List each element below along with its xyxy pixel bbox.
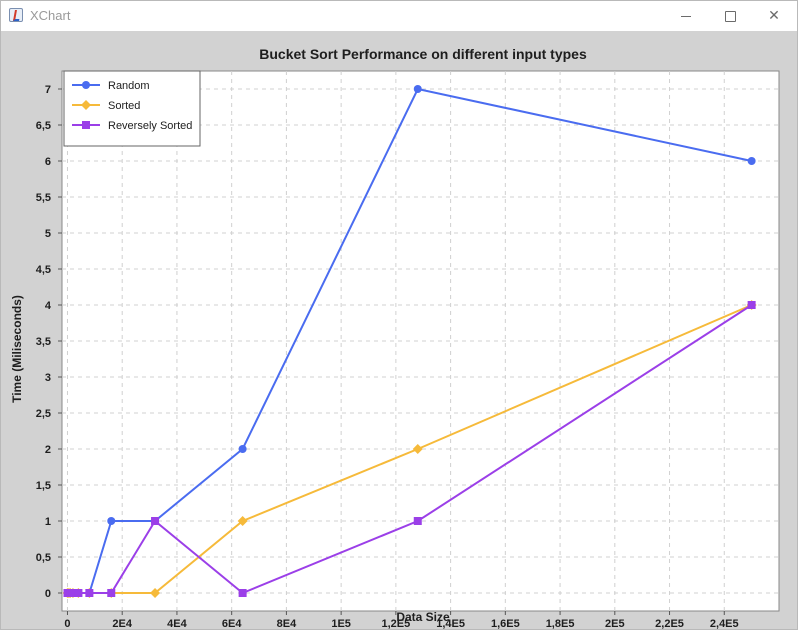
data-point-sorted <box>150 588 161 598</box>
y-tick-label: 6 <box>45 156 51 168</box>
data-point-reversely-sorted <box>74 589 83 597</box>
data-point-reversely-sorted <box>151 517 160 525</box>
data-point-random <box>238 445 247 453</box>
data-point-random <box>413 85 422 93</box>
legend-item-random: Random <box>72 80 150 92</box>
y-tick-label: 5,5 <box>36 192 51 204</box>
data-point-random <box>747 157 756 165</box>
x-tick-label: 0 <box>64 618 70 629</box>
window-title: XChart <box>30 8 71 23</box>
y-tick-label: 5 <box>45 228 51 240</box>
data-point-reversely-sorted <box>107 589 116 597</box>
x-tick-label: 2,4E5 <box>710 618 739 629</box>
x-tick-label: 2E4 <box>112 618 132 629</box>
y-axis-title: Time (Miliseconds) <box>10 295 24 403</box>
minimize-icon <box>681 15 691 17</box>
y-tick-label: 0,5 <box>36 552 51 564</box>
data-point-reversely-sorted <box>747 301 756 309</box>
maximize-button[interactable] <box>707 1 753 31</box>
y-tick-label: 2,5 <box>36 408 51 420</box>
x-tick-label: 2,2E5 <box>655 618 684 629</box>
line-chart: Bucket Sort Performance on different inp… <box>10 46 780 629</box>
x-tick-label: 1,4E5 <box>436 618 465 629</box>
x-tick-label: 6E4 <box>222 618 242 629</box>
close-button[interactable]: ✕ <box>751 1 797 31</box>
y-tick-label: 4 <box>45 300 52 312</box>
legend: Random Sorted Reversely Sorted <box>63 70 201 147</box>
axis-ticks: 0 2E4 4E4 6E4 8E4 1E5 1,2E5 1,4E5 1,6E5 1,8E5 2E5 2… <box>36 84 739 629</box>
data-point-random <box>107 517 116 525</box>
x-tick-label: 1,6E5 <box>491 618 520 629</box>
legend-marker-sorted <box>81 100 91 110</box>
y-tick-label: 0 <box>45 588 51 600</box>
y-tick-label: 2 <box>45 444 51 456</box>
minimize-button[interactable] <box>663 1 709 31</box>
series-group <box>62 85 757 598</box>
x-tick-label: 2E5 <box>605 618 625 629</box>
x-tick-label: 1,2E5 <box>381 618 410 629</box>
y-tick-label: 3,5 <box>36 336 51 348</box>
title-bar[interactable]: XChart ✕ <box>1 1 797 31</box>
data-point-reversely-sorted <box>413 517 422 525</box>
y-tick-label: 7 <box>45 84 51 96</box>
legend-marker-random <box>82 81 90 89</box>
java-app-icon <box>9 8 23 22</box>
x-tick-label: 4E4 <box>167 618 187 629</box>
data-point-reversely-sorted <box>85 589 94 597</box>
maximize-icon <box>724 10 736 22</box>
legend-item-reversely-sorted: Reversely Sorted <box>72 120 192 132</box>
chart-panel: Bucket Sort Performance on different inp… <box>1 31 797 629</box>
y-tick-label: 1,5 <box>36 480 51 492</box>
series-reversely-sorted <box>63 301 756 597</box>
x-axis-title: Data Size <box>396 610 450 624</box>
legend-label-sorted: Sorted <box>108 100 140 112</box>
y-tick-label: 6,5 <box>36 120 51 132</box>
data-point-sorted <box>412 444 423 454</box>
legend-marker-reversely-sorted <box>82 121 90 129</box>
y-tick-label: 3 <box>45 372 51 384</box>
data-point-sorted <box>237 516 248 526</box>
close-icon: ✕ <box>768 8 780 24</box>
legend-label-reversely-sorted: Reversely Sorted <box>108 120 192 132</box>
data-point-reversely-sorted <box>68 589 77 597</box>
x-tick-label: 1,8E5 <box>546 618 575 629</box>
chart-title: Bucket Sort Performance on different inp… <box>259 46 587 62</box>
x-tick-label: 1E5 <box>331 618 351 629</box>
y-tick-label: 4,5 <box>36 264 51 276</box>
x-tick-label: 8E4 <box>277 618 297 629</box>
data-point-reversely-sorted <box>238 589 247 597</box>
legend-label-random: Random <box>108 80 150 92</box>
legend-item-sorted: Sorted <box>72 100 140 112</box>
y-tick-label: 1 <box>45 516 51 528</box>
